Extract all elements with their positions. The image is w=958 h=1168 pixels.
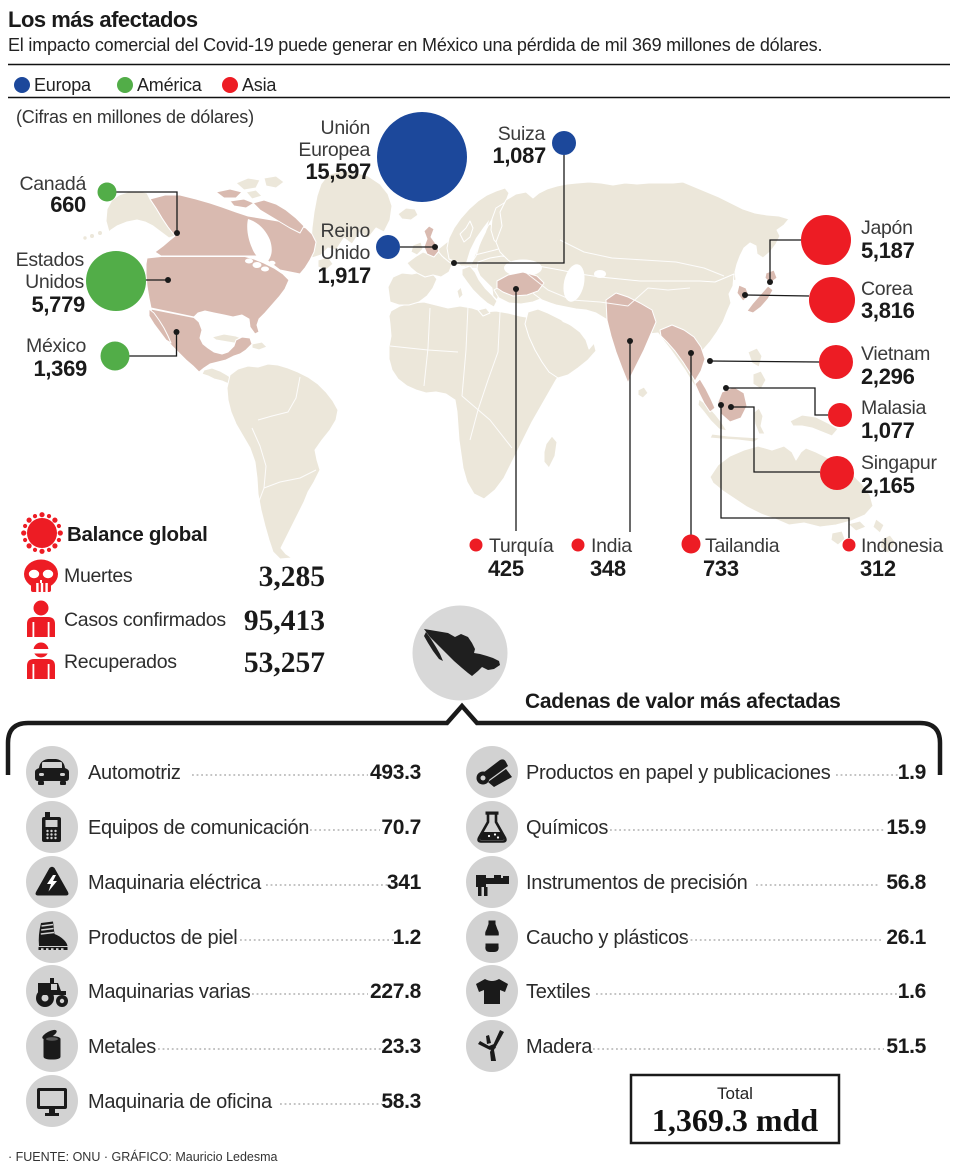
svg-text:· FUENTE: ONU · GRÁFICO: Mauri: · FUENTE: ONU · GRÁFICO: Mauricio Ledesm… (8, 1149, 278, 1164)
svg-text:2,165: 2,165 (861, 473, 915, 498)
svg-text:70.7: 70.7 (381, 816, 421, 839)
svg-text:Singapur: Singapur (861, 452, 937, 474)
svg-text:15,597: 15,597 (306, 159, 372, 184)
svg-text:Metales: Metales (88, 1036, 156, 1058)
svg-text:1,087: 1,087 (492, 143, 546, 168)
svg-text:1.6: 1.6 (898, 980, 926, 1003)
svg-text:Automotriz: Automotriz (88, 762, 181, 784)
svg-text:660: 660 (50, 192, 86, 217)
svg-text:(Cifras en millones de dólares: (Cifras en millones de dólares) (16, 107, 254, 127)
svg-text:Reino: Reino (321, 220, 371, 242)
svg-text:Vietnam: Vietnam (861, 343, 930, 365)
svg-text:1.2: 1.2 (393, 926, 421, 949)
svg-text:Casos confirmados: Casos confirmados (64, 609, 226, 631)
svg-text:Muertes: Muertes (64, 565, 133, 587)
svg-text:Químicos: Químicos (526, 817, 608, 839)
svg-text:425: 425 (488, 556, 524, 581)
svg-text:Productos en papel y publicaci: Productos en papel y publicaciones (526, 762, 831, 784)
svg-text:Unido: Unido (321, 242, 371, 264)
svg-text:95,413: 95,413 (244, 605, 325, 637)
svg-text:Cadenas de valor más afectadas: Cadenas de valor más afectadas (525, 690, 841, 713)
svg-text:Corea: Corea (861, 278, 913, 300)
svg-text:1,077: 1,077 (861, 418, 915, 443)
svg-text:53,257: 53,257 (244, 647, 325, 679)
svg-text:493.3: 493.3 (370, 761, 421, 784)
svg-text:Malasia: Malasia (861, 397, 927, 419)
svg-text:Indonesia: Indonesia (861, 535, 943, 557)
svg-text:3,285: 3,285 (259, 561, 325, 593)
svg-text:348: 348 (590, 556, 626, 581)
svg-text:56.8: 56.8 (886, 871, 926, 894)
svg-text:Canadá: Canadá (19, 173, 86, 195)
svg-text:26.1: 26.1 (886, 926, 926, 949)
svg-text:Maquinarias varias: Maquinarias varias (88, 981, 251, 1003)
svg-text:América: América (137, 75, 203, 95)
svg-text:Unión: Unión (321, 117, 370, 139)
svg-text:Productos de piel: Productos de piel (88, 927, 237, 949)
svg-text:Los más afectados: Los más afectados (8, 7, 198, 32)
svg-text:Balance global: Balance global (67, 523, 207, 546)
svg-text:Asia: Asia (242, 75, 277, 95)
svg-text:Caucho y plásticos: Caucho y plásticos (526, 927, 689, 949)
svg-text:Unidos: Unidos (25, 271, 84, 293)
svg-text:El impacto comercial del Covid: El impacto comercial del Covid-19 puede … (8, 35, 822, 55)
svg-text:15.9: 15.9 (886, 816, 926, 839)
svg-text:733: 733 (703, 556, 739, 581)
svg-text:341: 341 (387, 871, 422, 894)
svg-text:Europa: Europa (34, 75, 92, 95)
svg-text:Instrumentos de precisión: Instrumentos de precisión (526, 872, 748, 894)
svg-text:Equipos de comunicación: Equipos de comunicación (88, 817, 309, 839)
svg-text:Estados: Estados (16, 249, 85, 271)
svg-text:México: México (26, 335, 86, 357)
svg-text:Textiles: Textiles (526, 981, 591, 1003)
svg-text:Maquinaria eléctrica: Maquinaria eléctrica (88, 872, 262, 894)
svg-text:1.9: 1.9 (898, 761, 926, 784)
svg-text:5,187: 5,187 (861, 238, 915, 263)
svg-text:2,296: 2,296 (861, 364, 915, 389)
svg-text:312: 312 (860, 556, 896, 581)
svg-text:Tailandia: Tailandia (705, 535, 780, 557)
svg-text:Turquía: Turquía (489, 535, 554, 557)
svg-text:51.5: 51.5 (886, 1035, 926, 1058)
svg-text:1,369: 1,369 (33, 356, 87, 381)
svg-text:Recuperados: Recuperados (64, 651, 177, 673)
svg-text:Europea: Europea (298, 139, 370, 161)
svg-text:1,917: 1,917 (317, 263, 371, 288)
svg-text:India: India (591, 535, 632, 557)
svg-text:1,369.3 mdd: 1,369.3 mdd (652, 1102, 818, 1138)
svg-text:58.3: 58.3 (381, 1090, 421, 1113)
svg-text:Maquinaria de oficina: Maquinaria de oficina (88, 1091, 273, 1113)
svg-text:Madera: Madera (526, 1036, 593, 1058)
svg-text:227.8: 227.8 (370, 980, 422, 1003)
svg-text:Suiza: Suiza (498, 123, 546, 145)
svg-text:3,816: 3,816 (861, 298, 915, 323)
svg-text:23.3: 23.3 (381, 1035, 421, 1058)
svg-text:Total: Total (717, 1084, 753, 1103)
svg-text:Japón: Japón (861, 217, 913, 239)
svg-text:5,779: 5,779 (31, 292, 85, 317)
